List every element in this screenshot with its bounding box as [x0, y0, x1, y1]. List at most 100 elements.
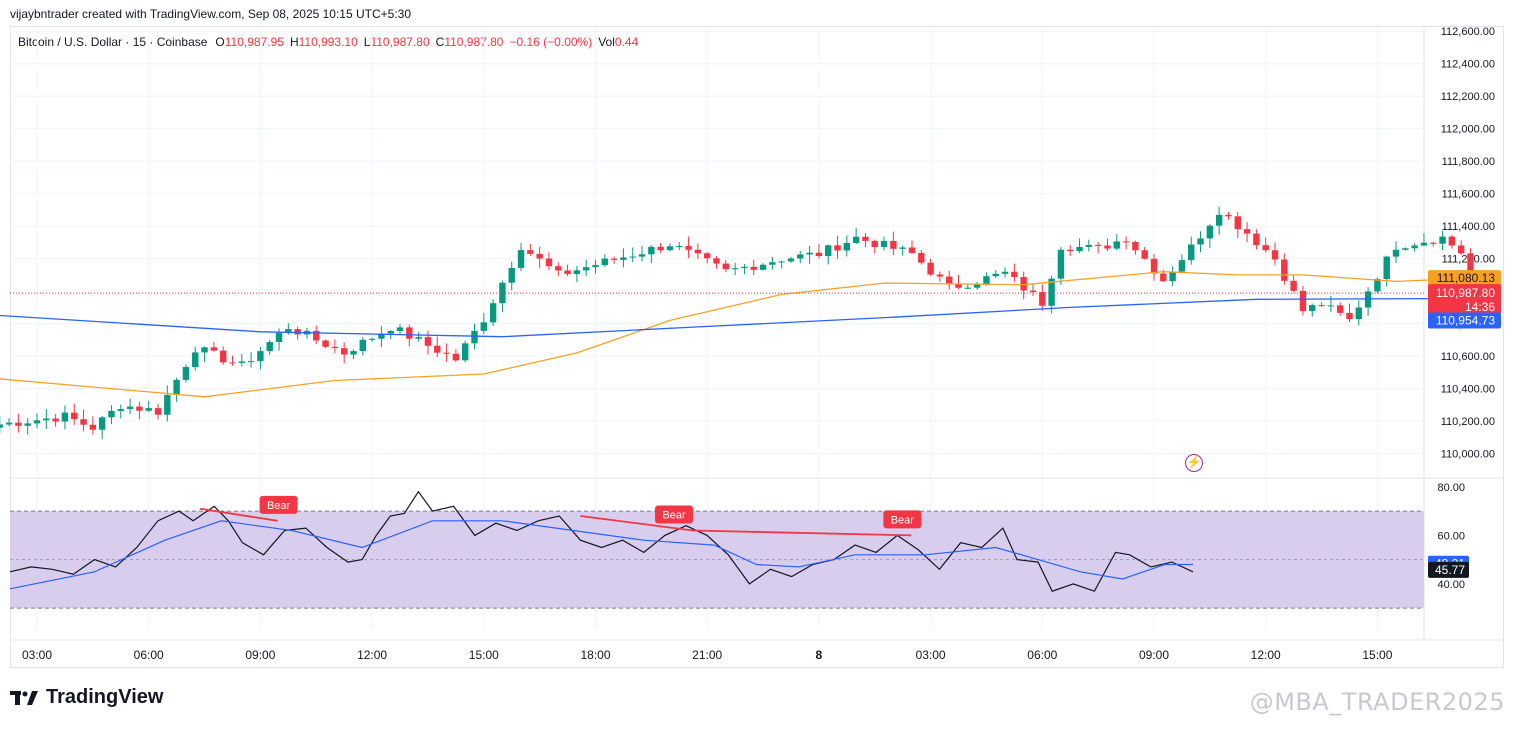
candle-body: [946, 276, 953, 285]
candle-body: [424, 337, 432, 346]
symbol-label[interactable]: Bitcoin / U.S. Dollar · 15 · Coinbase: [18, 35, 208, 49]
bear-label: Bear: [267, 500, 291, 512]
bear-label: Bear: [891, 514, 915, 526]
candle-body: [219, 350, 227, 363]
bear-divergence: Bear: [199, 495, 298, 522]
price-tick-label: 110,000.00: [1441, 449, 1495, 461]
tv-mark-icon: [10, 690, 38, 705]
candle-body: [871, 240, 878, 247]
sma-orange-badge-text: 111,080.13: [1437, 271, 1496, 285]
time-tick-label: 15:00: [469, 648, 499, 662]
candle-body: [52, 418, 59, 422]
candle: [201, 346, 208, 362]
candle: [322, 339, 329, 349]
time-tick-label: 12:00: [1251, 648, 1281, 662]
candle: [257, 346, 264, 370]
candle-body: [806, 252, 813, 255]
candle-body: [620, 257, 627, 260]
last-price-badge: [1428, 284, 1501, 315]
candle-body: [154, 408, 162, 415]
candle-body: [1048, 278, 1055, 306]
candle: [1281, 253, 1288, 285]
candle-body: [992, 273, 999, 277]
candle-body: [1104, 245, 1111, 249]
candle: [1150, 253, 1158, 281]
candle: [946, 270, 953, 290]
candle-body: [834, 245, 841, 251]
candle-body: [80, 419, 87, 425]
candle: [1039, 284, 1046, 311]
open-value: 110,987.95: [224, 35, 284, 49]
candle: [936, 271, 944, 282]
candle: [1225, 211, 1232, 220]
candle: [685, 236, 692, 258]
candle: [750, 260, 757, 276]
rsi-badge: [1428, 561, 1469, 578]
candle-body: [666, 246, 674, 251]
chart-frame: [10, 26, 1504, 668]
rsi-line: [9, 490, 1194, 592]
candle-body: [108, 410, 115, 418]
change-value: −0.16 (−0.00%): [509, 35, 593, 49]
candle: [955, 274, 962, 290]
candle: [582, 259, 590, 276]
tradingview-logo: TradingView: [10, 686, 163, 709]
candle: [1011, 263, 1018, 282]
sma-orange-line: [0, 271, 1471, 398]
price-tick-label: 111,800.00: [1442, 156, 1495, 168]
candle-body: [545, 258, 553, 267]
candle: [797, 250, 804, 264]
candle: [852, 227, 860, 244]
candle: [843, 235, 851, 257]
sma-blue-badge-text: 110,954.73: [1436, 314, 1495, 328]
candle-body: [257, 351, 264, 362]
candle: [1076, 238, 1083, 253]
candle: [1113, 234, 1120, 251]
candle: [415, 331, 422, 342]
candle: [573, 266, 581, 283]
candle: [164, 385, 171, 422]
candle-body: [1309, 305, 1316, 312]
candle: [1178, 254, 1186, 273]
candle: [247, 352, 255, 368]
candle-body: [852, 236, 860, 243]
candle: [1271, 242, 1279, 266]
candle: [806, 245, 813, 264]
candle-body: [1094, 244, 1102, 246]
high-key: H: [289, 35, 299, 49]
open-key: O: [215, 35, 225, 49]
candle-body: [1430, 242, 1437, 244]
candle-body: [1346, 312, 1353, 320]
lightning-icon[interactable]: ⚡: [1185, 454, 1203, 472]
candle: [1318, 302, 1325, 307]
candle: [778, 260, 785, 269]
candle-body: [294, 329, 301, 335]
candle: [657, 242, 664, 254]
candle: [1383, 255, 1390, 287]
candle-body: [1169, 271, 1176, 282]
candle-body: [98, 417, 106, 430]
candle: [1402, 247, 1409, 251]
candle-body: [769, 262, 776, 265]
candle-body: [396, 327, 404, 332]
candle-body: [359, 339, 366, 352]
candle: [368, 337, 376, 342]
candle-body: [787, 258, 795, 262]
candle-body: [1420, 242, 1428, 246]
candle-body: [24, 423, 31, 426]
candle-body: [1281, 259, 1288, 281]
candle-body: [1122, 241, 1130, 243]
candle: [1411, 243, 1418, 252]
candle-body: [1215, 214, 1223, 226]
candle-body: [1178, 260, 1186, 272]
candle-body: [1057, 249, 1065, 279]
candle-body: [592, 265, 599, 268]
vol-key: Vol: [598, 35, 615, 49]
candle: [1188, 236, 1195, 265]
candle-body: [685, 246, 692, 250]
candle-body: [797, 254, 804, 259]
candle: [33, 413, 41, 429]
candle: [508, 261, 515, 291]
candle: [973, 281, 981, 290]
